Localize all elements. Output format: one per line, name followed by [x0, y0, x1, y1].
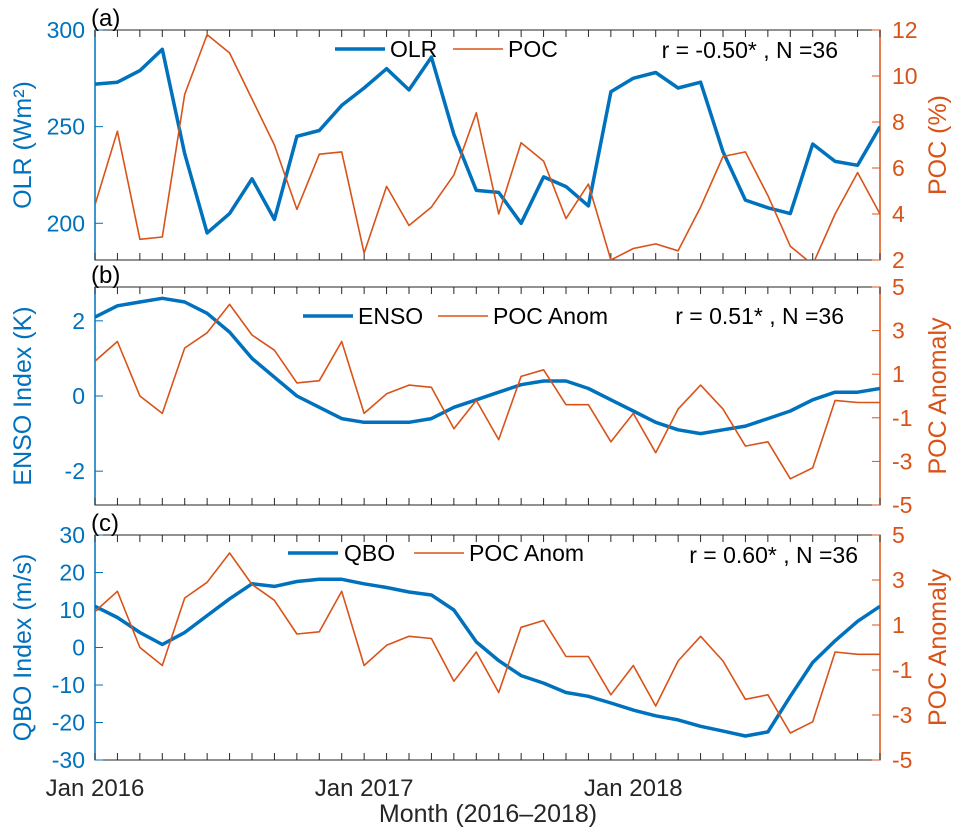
correlation-annotation: r = 0.51* , N =36 [675, 303, 844, 329]
y-right-tick-label: 5 [892, 522, 905, 548]
x-tick-label: Jan 2016 [46, 775, 145, 802]
y-left-tick-label: -2 [65, 458, 85, 484]
x-tick-label: Jan 2018 [584, 775, 683, 802]
y-right-tick-label: -3 [892, 448, 912, 474]
y-right-tick-label: -1 [892, 405, 912, 431]
legend-label: POC Anom [469, 540, 584, 566]
y-right-tick-label: -5 [892, 747, 912, 773]
y-right-tick-label: -3 [892, 702, 912, 728]
legend-label: POC Anom [493, 303, 608, 329]
y-left-tick-label: -20 [52, 710, 85, 736]
panel-label: (b) [91, 262, 120, 289]
panel-a: 200 250 300 2 4 6 8 10 12 OLR (Wm²) POC (%) (a) OLR P… [9, 5, 952, 273]
y-left-axis-label: QBO Index (m/s) [9, 554, 37, 742]
legend: OLR POC [335, 36, 558, 62]
y-right-tick-label: 8 [892, 109, 905, 135]
y-left-tick-label: -30 [52, 747, 85, 773]
series-line-enso [95, 296, 880, 436]
y-right-tick-label: 5 [892, 274, 905, 300]
legend-label: QBO [344, 540, 395, 566]
y-left-tick-label: 2 [72, 308, 85, 334]
x-axis-ticks: Jan 2016 Jan 2017 Jan 2018 [46, 775, 683, 802]
y-left-tick-label: -10 [52, 672, 85, 698]
y-right-axis-label: POC Anomaly [924, 569, 952, 727]
y-left-tick-label: 10 [59, 597, 85, 623]
y-right-tick-label: 10 [892, 63, 918, 89]
y-right-tick-label: 2 [892, 247, 905, 273]
y-right-tick-label: -1 [892, 657, 912, 683]
y-right-tick-label: 1 [892, 612, 905, 638]
y-left-tick-label: 300 [47, 17, 85, 43]
panel-b: -2 0 2 -5 -3 -1 1 3 5 ENSO Index (K) POC Anomaly (b… [9, 262, 952, 518]
x-axis-label: Month (2016–2018) [379, 800, 597, 828]
legend-label: ENSO [358, 303, 423, 329]
y-right-axis-label: POC Anomaly [924, 317, 952, 475]
y-left-tick-label: 30 [59, 522, 85, 548]
y-left-tick-label: 250 [47, 114, 85, 140]
panel-label: (a) [91, 5, 120, 32]
panel-label: (c) [91, 510, 119, 537]
y-right-tick-label: 12 [892, 17, 918, 43]
y-right-axis-label: POC (%) [924, 95, 952, 195]
series-line-poc-anom [95, 552, 880, 734]
x-tick-label: Jan 2017 [315, 775, 414, 802]
legend: ENSO POC Anom [303, 303, 608, 329]
y-left-axis-label: OLR (Wm²) [9, 81, 37, 209]
plot-area [94, 534, 881, 761]
y-right-tick-label: 3 [892, 318, 905, 344]
series-layer [95, 552, 880, 738]
series-layer [95, 33, 880, 260]
correlation-annotation: r = 0.60* , N =36 [689, 542, 858, 568]
y-left-tick-label: 0 [72, 635, 85, 661]
series-line-olr [95, 47, 880, 235]
y-right-tick-label: 4 [892, 201, 905, 227]
y-right-tick-label: 3 [892, 567, 905, 593]
series-line-poc-anom [95, 303, 880, 480]
y-right-tick-label: -5 [892, 492, 912, 518]
legend-label: POC [508, 36, 558, 62]
series-line-qbo [95, 577, 880, 738]
y-left-tick-label: 20 [59, 560, 85, 586]
series-line-poc [95, 33, 880, 260]
panel-c: -30 -20 -10 0 10 20 30 -5 -3 -1 1 3 5 QBO Index (m/s)… [9, 510, 952, 773]
series-layer [95, 296, 880, 480]
y-right-tick-label: 6 [892, 155, 905, 181]
plot-area [94, 29, 881, 261]
y-left-axis-label: ENSO Index (K) [9, 306, 37, 485]
y-left-tick-label: 200 [47, 210, 85, 236]
correlation-annotation: r = -0.50* , N =36 [662, 37, 838, 63]
legend: QBO POC Anom [288, 540, 584, 566]
y-right-tick-label: 1 [892, 361, 905, 387]
legend-label: OLR [390, 36, 437, 62]
y-left-tick-label: 0 [72, 383, 85, 409]
